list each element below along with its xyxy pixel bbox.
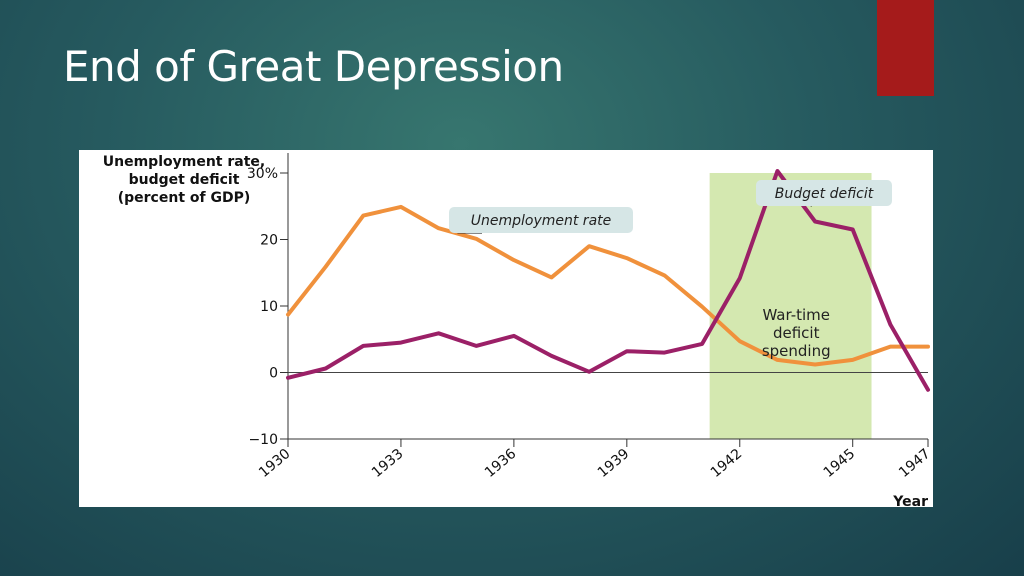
deficit-callout-box — [756, 180, 892, 206]
chart-panel: 30% 20 10 0 −10 1930 1933 1936 1939 1942 1945 1947 U… — [79, 150, 933, 507]
y-axis-label-line: (percent of GDP) — [118, 190, 251, 206]
deficit-callout-label: Budget deficit — [775, 186, 874, 202]
y-tick-label: 0 — [269, 366, 278, 382]
x-tick-label: 1947 — [896, 446, 933, 481]
x-axis-label: Year — [892, 494, 928, 507]
y-tick-label: −10 — [248, 432, 278, 448]
x-tick-label: 1930 — [256, 446, 294, 481]
y-tick-label: 10 — [260, 299, 278, 315]
unemployment-callout-label: Unemployment rate — [471, 213, 612, 229]
budget-deficit-line — [286, 169, 930, 392]
wartime-shaded-region — [709, 173, 872, 439]
x-tick-label: 1933 — [369, 446, 407, 481]
y-tick-label: 20 — [260, 233, 278, 249]
y-axis-label-line: Unemployment rate, — [103, 154, 265, 170]
unemployment-callout-box — [449, 207, 633, 233]
x-tick-label: 1939 — [595, 446, 633, 481]
wartime-label-line: War-time — [762, 306, 830, 324]
y-tick-label: 30% — [247, 166, 278, 182]
x-tick-label: 1936 — [482, 446, 520, 481]
slide-title: End of Great Depression — [63, 42, 564, 91]
unemployment-rate-line — [286, 204, 930, 367]
y-axis-label-line: budget deficit — [129, 172, 240, 188]
x-tick-label: 1942 — [708, 446, 746, 481]
x-tick-label: 1945 — [821, 446, 859, 481]
accent-tab — [877, 0, 934, 96]
wartime-label-line: deficit — [773, 324, 820, 342]
wartime-label-line: spending — [762, 342, 831, 360]
